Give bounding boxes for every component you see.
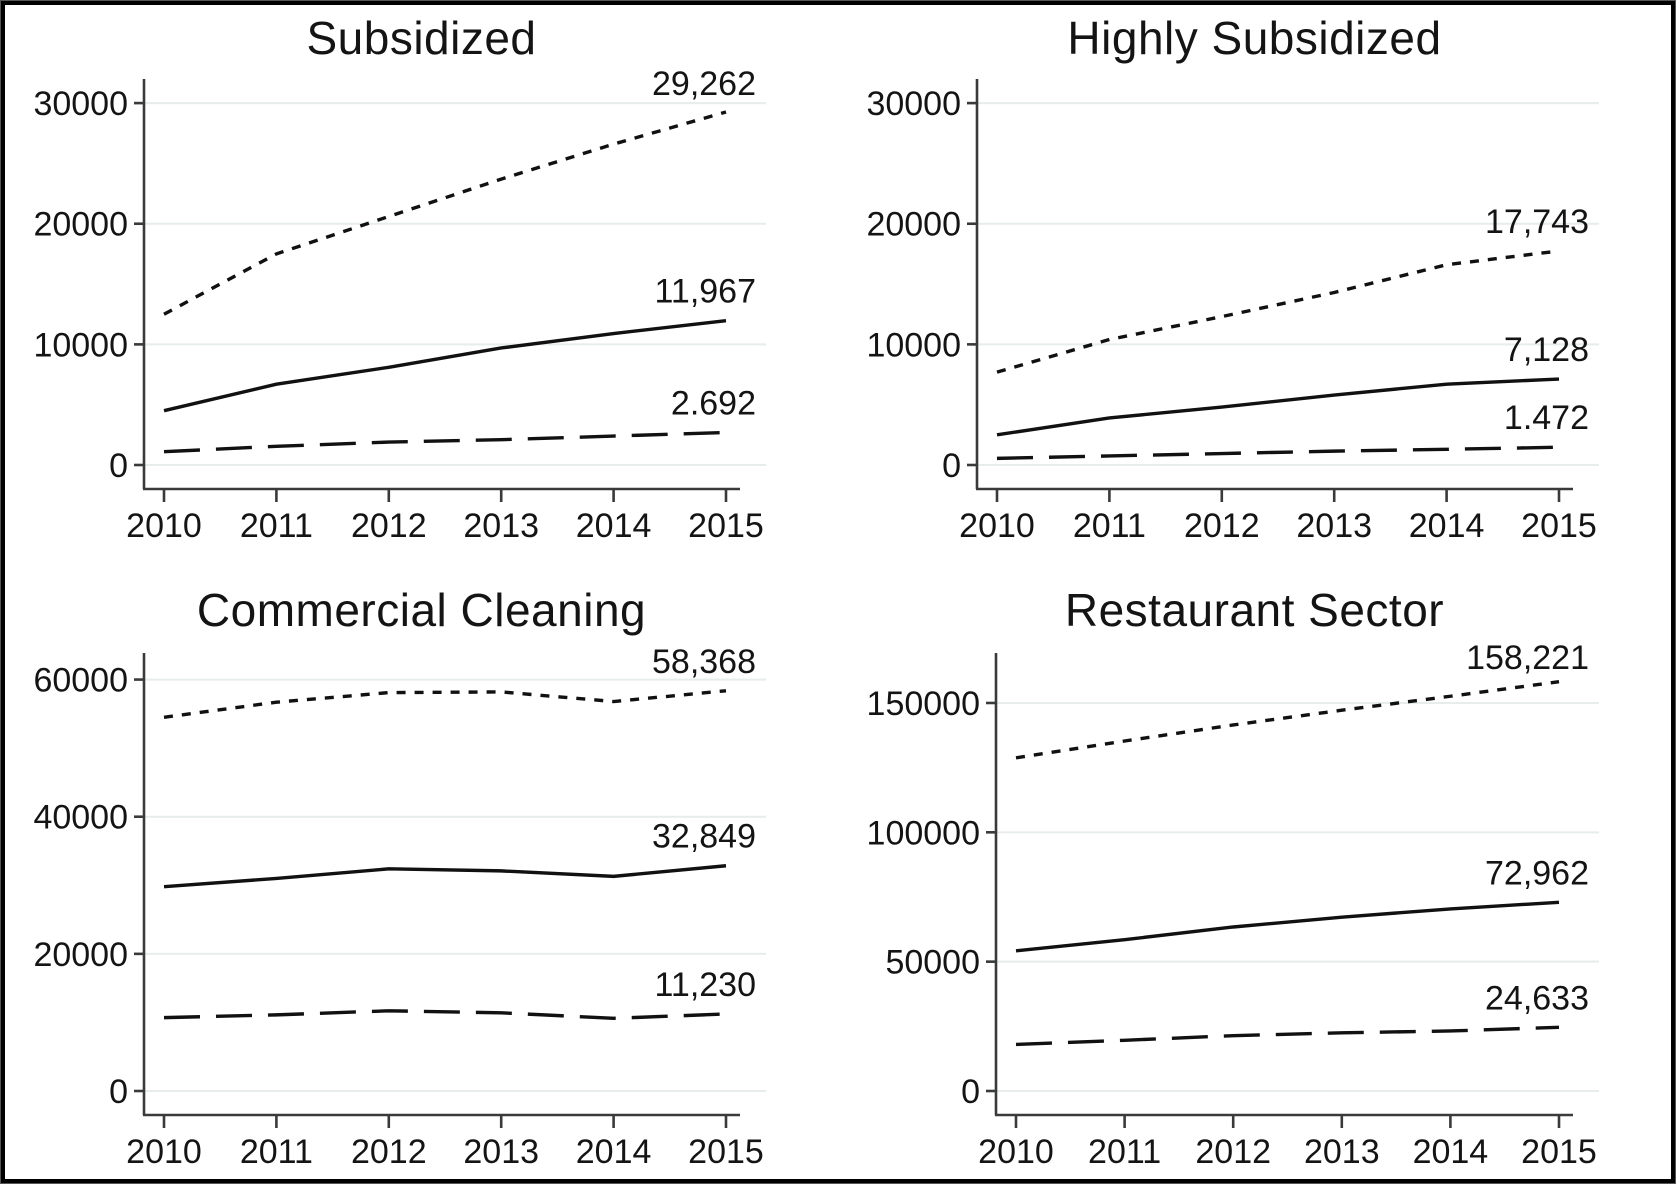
x-tick-label: 2011 — [240, 507, 313, 545]
y-tick-label: 0 — [961, 1073, 980, 1111]
series-end-label: 1.472 — [1504, 399, 1589, 437]
series-end-label: 158,221 — [1466, 643, 1589, 677]
series-line-long-dash — [996, 445, 1560, 461]
x-tick-label: 2012 — [1184, 507, 1260, 545]
chart-panel-highly-subsidized: Highly Subsidized 0 10000 20000 30000 2010 20… — [838, 5, 1671, 553]
y-tick-label: 50000 — [885, 944, 980, 982]
x-tick-label: 2010 — [959, 507, 1035, 545]
x-tick-label: 2010 — [126, 507, 202, 545]
x-tick-label: 2015 — [1521, 1133, 1597, 1171]
chart-title: Subsidized — [306, 12, 537, 64]
line-chart: 0 10000 20000 30000 2010 2011 2012 2013 2014 2015… — [33, 69, 766, 545]
series-end-label: 29,262 — [652, 69, 756, 103]
series-end-label: 32,849 — [652, 818, 756, 856]
series-end-label: 24,633 — [1485, 979, 1589, 1017]
y-tick-label: 0 — [942, 447, 961, 485]
series-line-solid — [163, 864, 727, 889]
chart-grid: Subsidized 0 10000 20000 30000 2010 2011 2012 2… — [5, 5, 1671, 1179]
x-tick-label: 2013 — [463, 1133, 539, 1171]
x-tick-label: 2010 — [978, 1133, 1054, 1171]
x-tick-label: 2014 — [576, 1133, 652, 1171]
x-tick-label: 2012 — [351, 507, 427, 545]
series-line-long-dash — [163, 430, 727, 454]
series-line-long-dash — [1015, 1025, 1560, 1047]
line-chart: 0 20000 40000 60000 2010 2011 2012 2013 2014 2015… — [33, 643, 766, 1171]
chart-panel-restaurant-sector: Restaurant Sector 0 50000 100000 150000 2010… — [838, 553, 1671, 1179]
series-line-solid — [996, 377, 1560, 437]
y-tick-label: 100000 — [867, 814, 980, 852]
chart-panel-commercial-cleaning: Commercial Cleaning 0 20000 40000 60000 2010… — [5, 553, 838, 1179]
series-end-label: 2.692 — [671, 385, 756, 423]
x-tick-label: 2011 — [1088, 1133, 1161, 1171]
x-tick-label: 2011 — [1073, 507, 1146, 545]
x-tick-label: 2012 — [1195, 1133, 1271, 1171]
chart-panel-subsidized: Subsidized 0 10000 20000 30000 2010 2011 2012 2… — [5, 5, 838, 553]
x-tick-label: 2015 — [688, 1133, 764, 1171]
series-line-short-dash — [1015, 680, 1560, 760]
x-tick-label: 2015 — [1521, 507, 1597, 545]
x-tick-label: 2010 — [126, 1133, 202, 1171]
x-tick-label: 2014 — [1413, 1133, 1489, 1171]
series-end-label: 17,743 — [1485, 203, 1589, 241]
x-tick-label: 2015 — [688, 507, 764, 545]
y-tick-label: 40000 — [33, 799, 128, 837]
y-tick-label: 20000 — [33, 206, 128, 244]
series-line-solid — [163, 318, 727, 413]
series-end-label: 11,967 — [655, 273, 756, 311]
chart-title: Restaurant Sector — [1064, 584, 1445, 636]
y-tick-label: 60000 — [33, 662, 128, 700]
x-tick-label: 2014 — [1409, 507, 1485, 545]
x-tick-label: 2014 — [576, 507, 652, 545]
line-chart: 0 50000 100000 150000 2010 2011 2012 2013 2014 20… — [867, 643, 1599, 1171]
y-tick-label: 10000 — [866, 326, 961, 364]
x-tick-label: 2011 — [240, 1133, 313, 1171]
x-tick-label: 2013 — [1304, 1133, 1380, 1171]
series-end-label: 58,368 — [652, 643, 756, 681]
y-tick-label: 10000 — [33, 326, 128, 364]
x-tick-label: 2013 — [463, 507, 539, 545]
series-end-label: 11,230 — [655, 966, 756, 1004]
y-tick-label: 0 — [109, 447, 128, 485]
series-end-label: 7,128 — [1504, 331, 1589, 369]
series-end-label: 72,962 — [1485, 854, 1589, 892]
x-tick-label: 2012 — [351, 1133, 427, 1171]
series-line-solid — [1015, 900, 1560, 953]
y-tick-label: 30000 — [866, 85, 961, 123]
y-tick-label: 30000 — [33, 85, 128, 123]
series-line-short-dash — [996, 249, 1560, 374]
chart-title: Highly Subsidized — [1067, 12, 1442, 64]
y-tick-label: 20000 — [33, 936, 128, 974]
y-tick-label: 150000 — [867, 685, 980, 723]
x-tick-label: 2013 — [1296, 507, 1372, 545]
line-chart: 0 10000 20000 30000 2010 2011 2012 2013 2014 2015… — [866, 79, 1599, 545]
series-line-long-dash — [163, 1009, 727, 1021]
y-tick-label: 20000 — [866, 206, 961, 244]
y-tick-label: 0 — [109, 1073, 128, 1111]
series-line-short-dash — [163, 689, 727, 719]
series-line-short-dash — [163, 110, 727, 316]
chart-title: Commercial Cleaning — [196, 584, 647, 636]
